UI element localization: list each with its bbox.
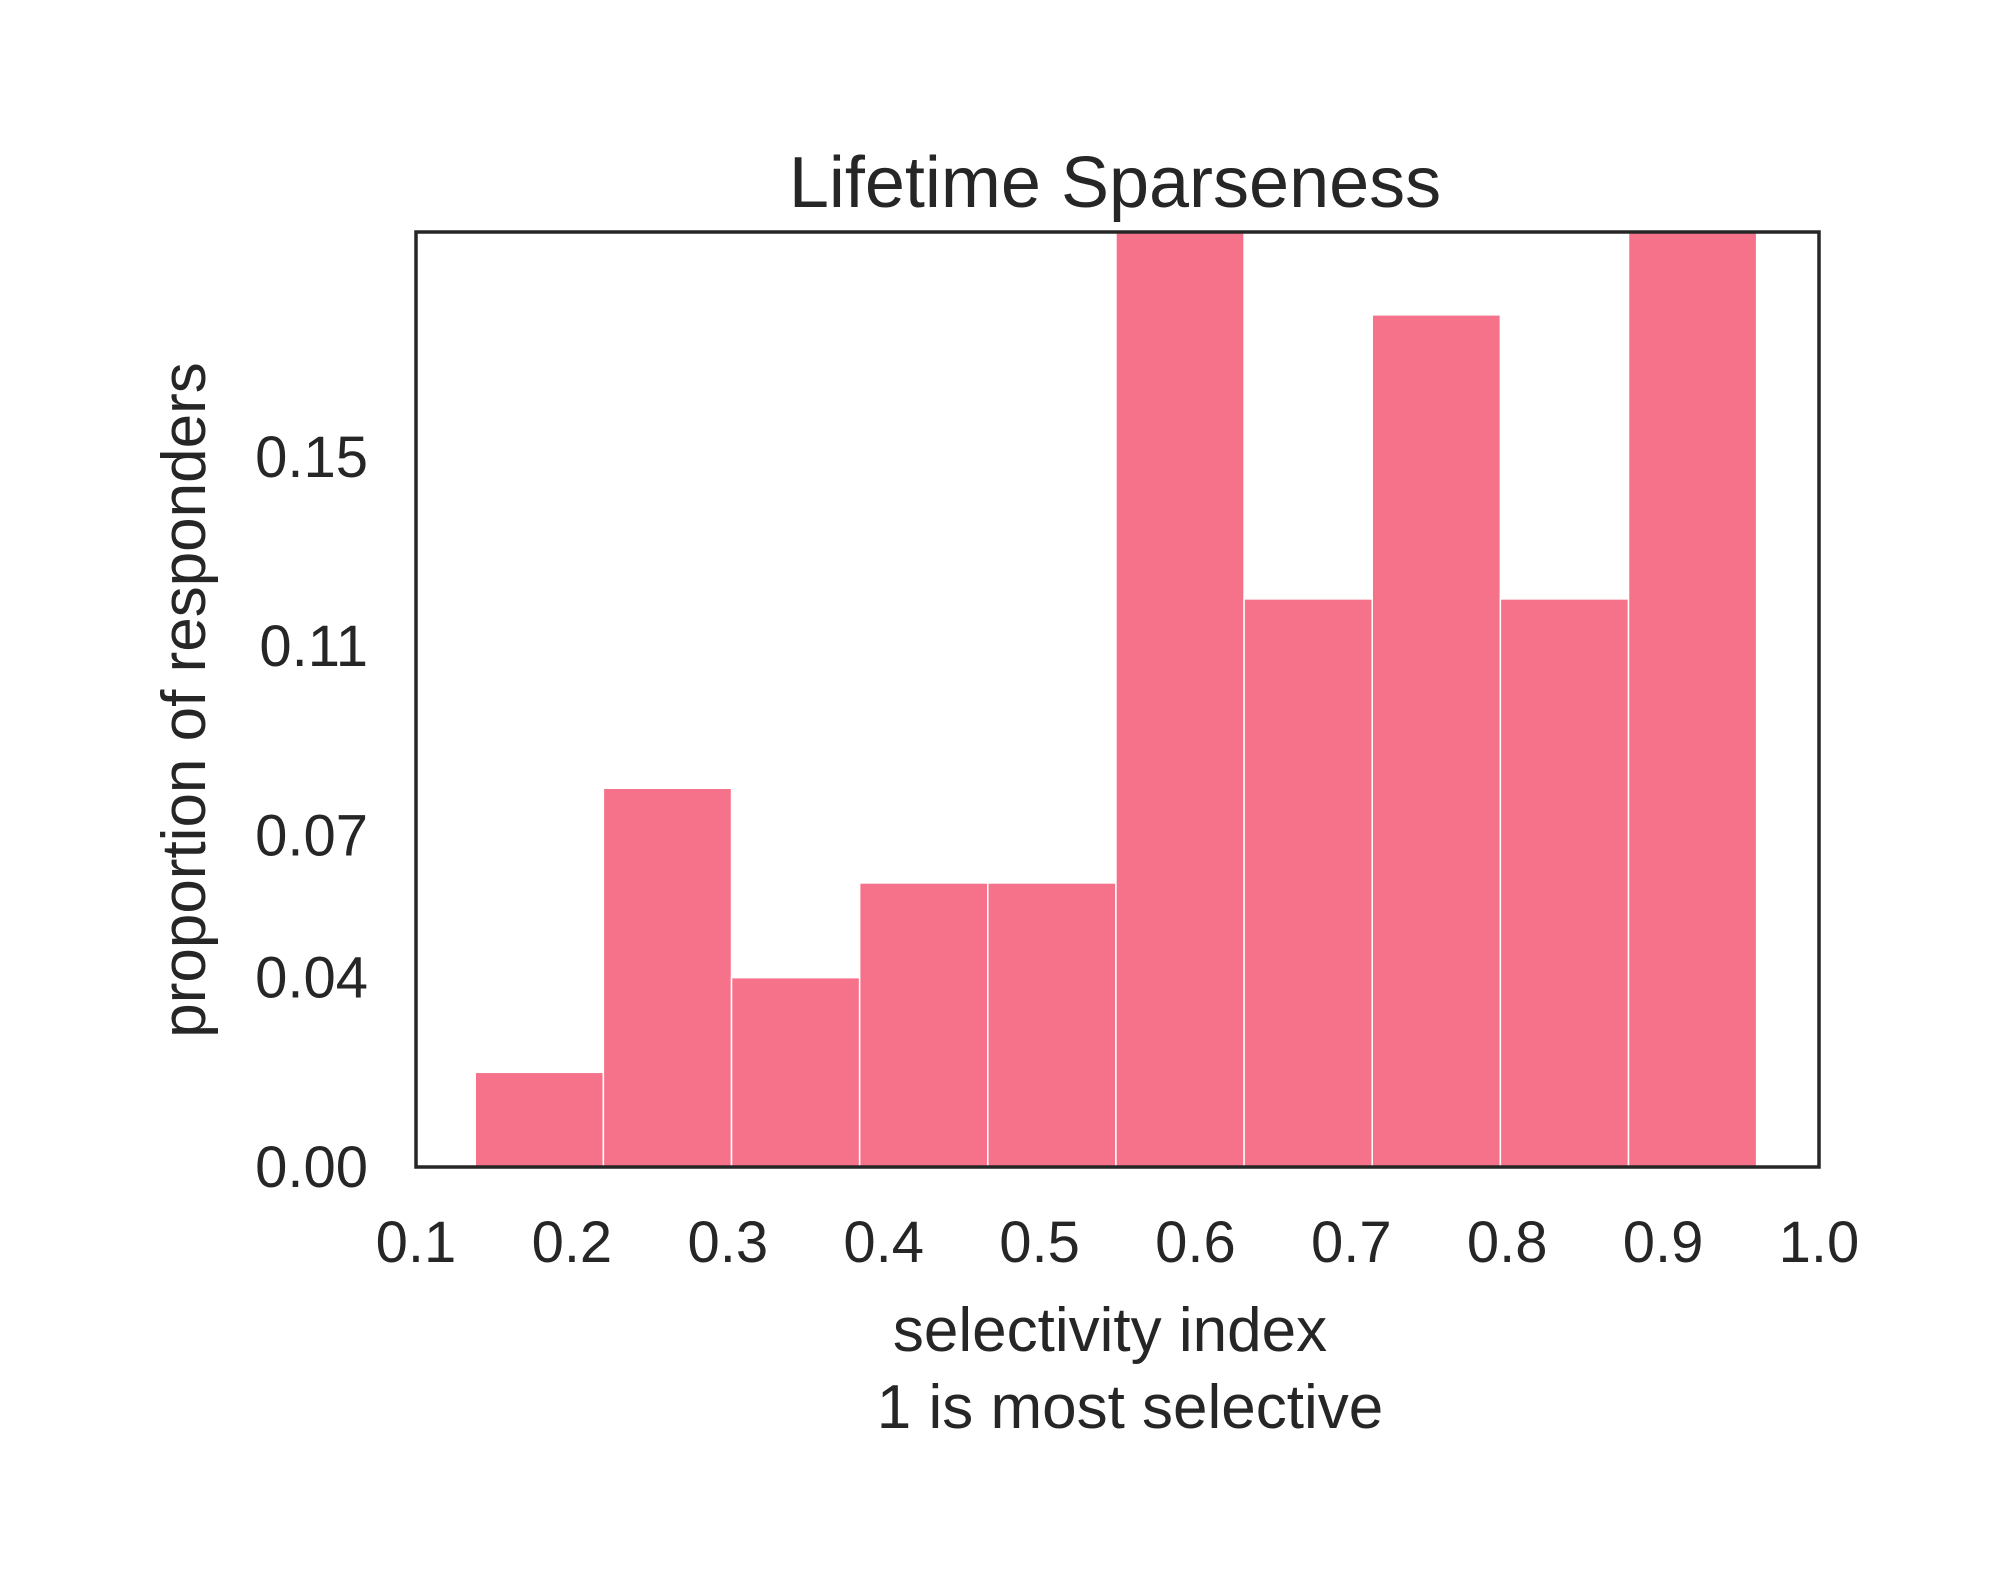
y-tick-labels: 0.00 0.04 0.07 0.11 0.15 — [255, 425, 368, 1200]
y-tick-label: 0.15 — [255, 425, 368, 490]
plot-frame — [414, 230, 1821, 1169]
y-tick-label: 0.11 — [259, 614, 368, 679]
x-tick-label: 0.9 — [1623, 1210, 1704, 1275]
histogram-bar — [474, 1071, 605, 1168]
x-tick-label: 0.8 — [1467, 1210, 1548, 1275]
x-tick-label: 0.5 — [999, 1210, 1080, 1275]
x-tick-label: 1.0 — [1779, 1210, 1860, 1275]
x-tick-label: 0.3 — [687, 1210, 768, 1275]
histogram-bar — [602, 787, 733, 1168]
x-tick-labels: 0.1 0.2 0.3 0.4 0.5 0.6 0.7 0.8 0.9 1.0 — [376, 1210, 1860, 1275]
chart-title: Lifetime Sparseness — [789, 143, 1441, 223]
histogram-bar — [1499, 598, 1630, 1168]
histogram-bar — [1371, 314, 1502, 1168]
histogram-bar — [730, 976, 861, 1168]
y-tick-label: 0.00 — [255, 1135, 368, 1200]
histogram-bar — [1243, 598, 1373, 1168]
histogram-bar — [987, 882, 1117, 1168]
x-axis-label-line2: 1 is most selective — [877, 1373, 1384, 1442]
x-tick-label: 0.6 — [1155, 1210, 1236, 1275]
y-axis-label: proportion of responders — [150, 362, 219, 1038]
histogram-bar — [1115, 231, 1245, 1168]
x-tick-label: 0.4 — [843, 1210, 924, 1275]
histogram-bar — [1627, 231, 1758, 1168]
x-tick-label: 0.2 — [532, 1210, 613, 1275]
histogram-bar — [858, 882, 989, 1168]
y-tick-label: 0.07 — [255, 804, 368, 869]
x-tick-label: 0.7 — [1311, 1210, 1392, 1275]
bars-group — [474, 231, 1758, 1168]
y-tick-label: 0.04 — [255, 946, 368, 1011]
x-axis-label: selectivity index — [893, 1296, 1327, 1365]
x-tick-label: 0.1 — [376, 1210, 457, 1275]
